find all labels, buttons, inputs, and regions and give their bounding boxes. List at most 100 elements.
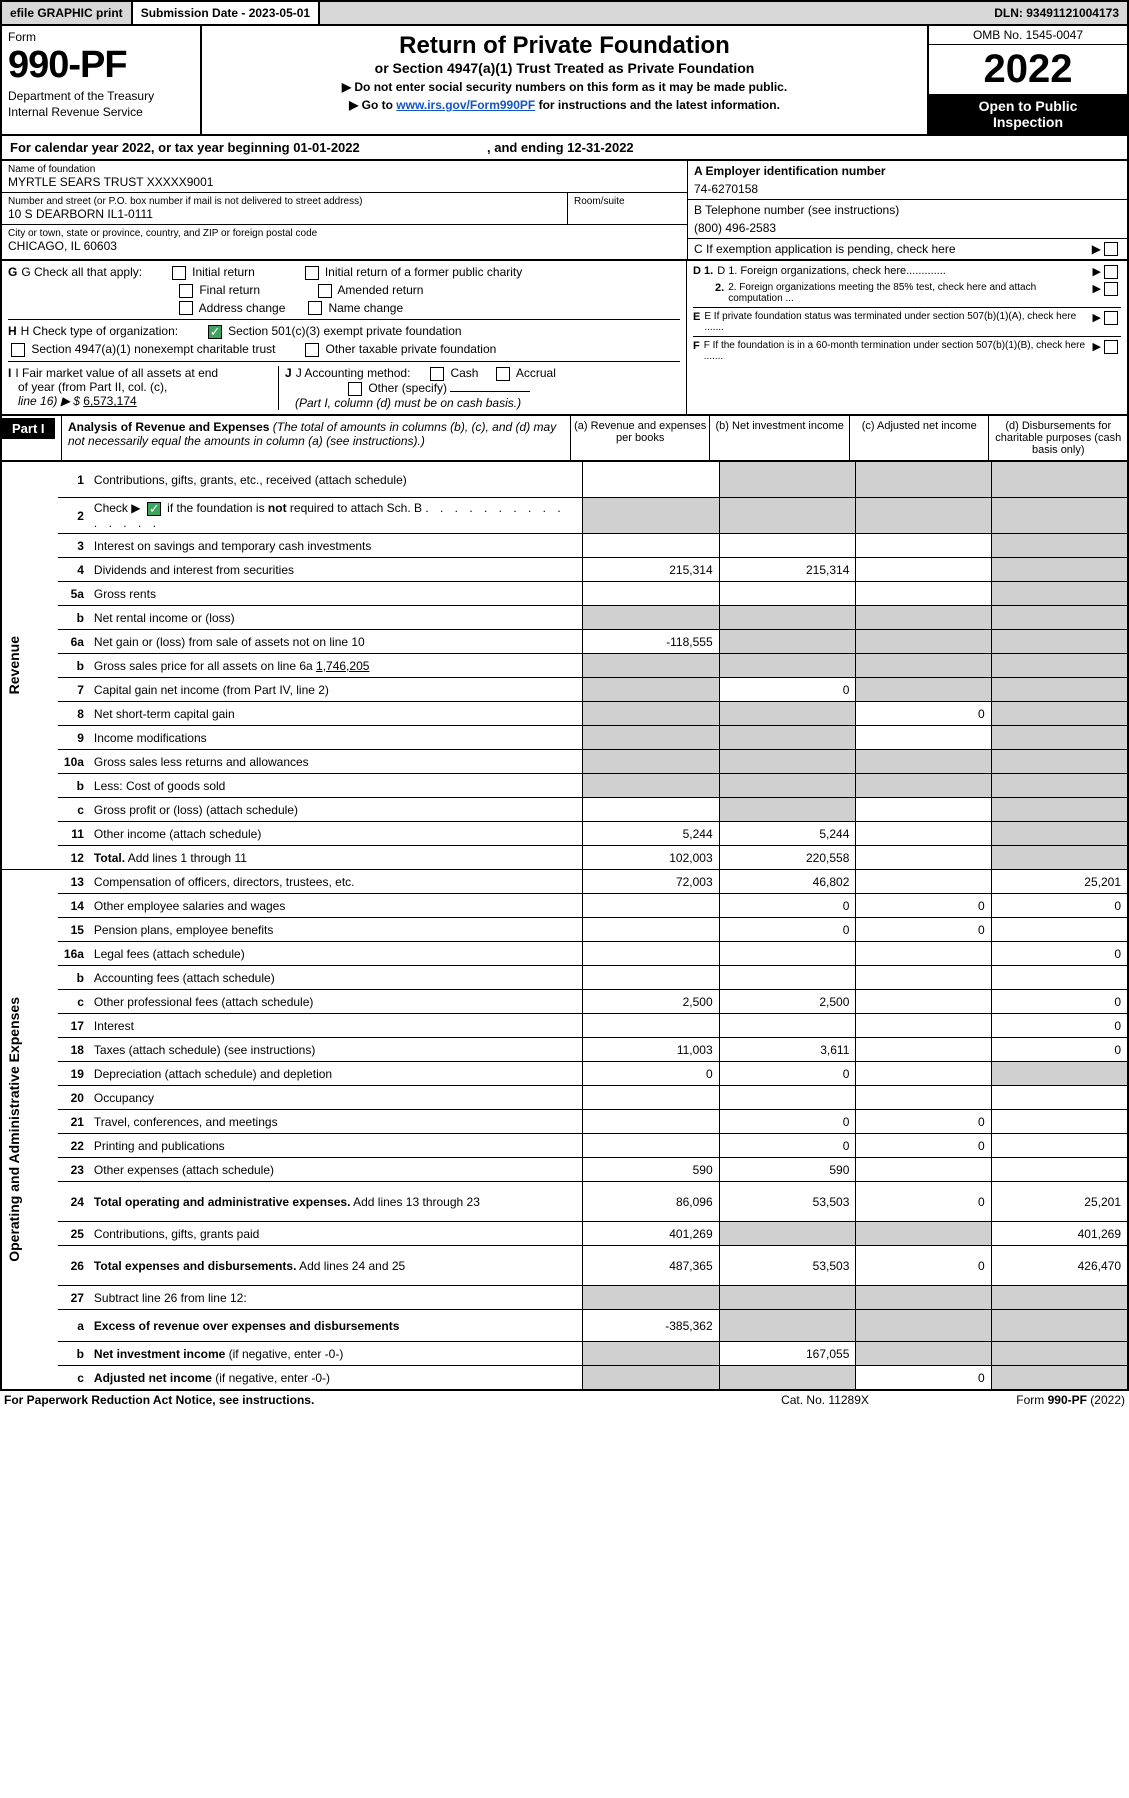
table-row: 17Interest0 <box>1 1014 1128 1038</box>
initial-former-checkbox[interactable] <box>305 266 319 280</box>
submission-date: Submission Date - 2023-05-01 <box>133 2 320 24</box>
table-row: 23Other expenses (attach schedule)590590 <box>1 1158 1128 1182</box>
line-number: b <box>58 654 90 678</box>
cat-no: Cat. No. 11289X <box>725 1393 925 1407</box>
line-description: Net investment income (if negative, ente… <box>90 1342 582 1366</box>
table-row: 4Dividends and interest from securities2… <box>1 558 1128 582</box>
table-row: Revenue1Contributions, gifts, grants, et… <box>1 462 1128 498</box>
operating-side-label: Operating and Administrative Expenses <box>6 987 22 1272</box>
table-row: 7Capital gain net income (from Part IV, … <box>1 678 1128 702</box>
h-row: HH Check type of organization: Section 5… <box>8 319 680 339</box>
line-number: 15 <box>58 918 90 942</box>
room-label: Room/suite <box>574 196 681 207</box>
table-row: 18Taxes (attach schedule) (see instructi… <box>1 1038 1128 1062</box>
table-row: bGross sales price for all assets on lin… <box>1 654 1128 678</box>
form-number: 990-PF <box>8 44 194 87</box>
irs-link[interactable]: www.irs.gov/Form990PF <box>396 98 535 112</box>
line-description: Other professional fees (attach schedule… <box>90 990 582 1014</box>
line-description: Income modifications <box>90 726 582 750</box>
line-number: 1 <box>58 462 90 498</box>
line-description: Contributions, gifts, grants paid <box>90 1222 582 1246</box>
table-row: bLess: Cost of goods sold <box>1 774 1128 798</box>
col-c-header: (c) Adjusted net income <box>849 416 989 460</box>
form-title-block: Return of Private Foundation or Section … <box>202 26 927 134</box>
line-number: 5a <box>58 582 90 606</box>
name-change-checkbox[interactable] <box>308 301 322 315</box>
other-taxable-checkbox[interactable] <box>305 343 319 357</box>
tax-year: 2022 <box>929 45 1127 94</box>
line-number: 19 <box>58 1062 90 1086</box>
schb-checkbox[interactable] <box>147 502 161 516</box>
other-method-checkbox[interactable] <box>348 382 362 396</box>
table-row: cGross profit or (loss) (attach schedule… <box>1 798 1128 822</box>
d2-checkbox[interactable] <box>1104 282 1118 296</box>
table-row: bAccounting fees (attach schedule) <box>1 966 1128 990</box>
line-description: Interest on savings and temporary cash i… <box>90 534 582 558</box>
table-row: aExcess of revenue over expenses and dis… <box>1 1310 1128 1342</box>
table-row: bNet investment income (if negative, ent… <box>1 1342 1128 1366</box>
line-number: 22 <box>58 1134 90 1158</box>
address-block: Number and street (or P.O. box number if… <box>2 193 687 225</box>
table-row: 27Subtract line 26 from line 12: <box>1 1286 1128 1310</box>
i-block: II Fair market value of all assets at en… <box>8 366 278 410</box>
efile-bar: efile GRAPHIC print Submission Date - 20… <box>0 0 1129 26</box>
line-number: 6a <box>58 630 90 654</box>
line-description: Gross sales less returns and allowances <box>90 750 582 774</box>
cash-checkbox[interactable] <box>430 367 444 381</box>
c-checkbox[interactable] <box>1104 242 1118 256</box>
inst2-post: for instructions and the latest informat… <box>535 98 780 112</box>
part1-title: Analysis of Revenue and Expenses <box>68 420 269 434</box>
501c3-checkbox[interactable] <box>208 325 222 339</box>
amended-return-checkbox[interactable] <box>318 284 332 298</box>
table-row: 2Check ▶ if the foundation is not requir… <box>1 498 1128 534</box>
year-begin: 01-01-2022 <box>293 140 360 155</box>
part1-table: Revenue1Contributions, gifts, grants, et… <box>0 462 1129 1391</box>
line-description: Net short-term capital gain <box>90 702 582 726</box>
initial-return-checkbox[interactable] <box>172 266 186 280</box>
city-block: City or town, state or province, country… <box>2 225 687 256</box>
e-checkbox[interactable] <box>1104 311 1118 325</box>
line-number: 17 <box>58 1014 90 1038</box>
col-a-header: (a) Revenue and expenses per books <box>570 416 710 460</box>
phone-value: (800) 496-2583 <box>694 217 1121 235</box>
f-row: FF If the foundation is in a 60-month te… <box>693 336 1121 362</box>
line-number: b <box>58 1342 90 1366</box>
check-options-block: GG Check all that apply: Initial return … <box>0 261 1129 416</box>
phone-block: B Telephone number (see instructions) (8… <box>688 200 1127 239</box>
table-row: 6aNet gain or (loss) from sale of assets… <box>1 630 1128 654</box>
address-change-checkbox[interactable] <box>179 301 193 315</box>
line-number: b <box>58 774 90 798</box>
line-number: 3 <box>58 534 90 558</box>
line-number: 14 <box>58 894 90 918</box>
line-description: Net gain or (loss) from sale of assets n… <box>90 630 582 654</box>
line-number: b <box>58 606 90 630</box>
table-row: 22Printing and publications00 <box>1 1134 1128 1158</box>
table-row: bNet rental income or (loss) <box>1 606 1128 630</box>
table-row: 9Income modifications <box>1 726 1128 750</box>
line-description: Net rental income or (loss) <box>90 606 582 630</box>
final-return-checkbox[interactable] <box>179 284 193 298</box>
omb-number: OMB No. 1545-0047 <box>929 26 1127 45</box>
table-row: 24Total operating and administrative exp… <box>1 1182 1128 1222</box>
dept-treasury: Department of the Treasury <box>8 89 194 103</box>
line-number: 7 <box>58 678 90 702</box>
j-block: JJ Accounting method: Cash Accrual Other… <box>278 366 680 410</box>
public-inspection: Open to Public Inspection <box>929 94 1127 134</box>
line-description: Excess of revenue over expenses and disb… <box>90 1310 582 1342</box>
inst2-pre: ▶ Go to <box>349 98 396 112</box>
efile-print-label: efile GRAPHIC print <box>2 2 133 24</box>
table-row: 26Total expenses and disbursements. Add … <box>1 1246 1128 1286</box>
page-footer: For Paperwork Reduction Act Notice, see … <box>0 1391 1129 1409</box>
line-number: 4 <box>58 558 90 582</box>
line-number: a <box>58 1310 90 1342</box>
line-number: 12 <box>58 846 90 870</box>
4947-checkbox[interactable] <box>11 343 25 357</box>
table-row: 19Depreciation (attach schedule) and dep… <box>1 1062 1128 1086</box>
d1-checkbox[interactable] <box>1104 265 1118 279</box>
f-checkbox[interactable] <box>1104 340 1118 354</box>
ein-value: 74-6270158 <box>694 178 1121 196</box>
line-description: Printing and publications <box>90 1134 582 1158</box>
line-description: Contributions, gifts, grants, etc., rece… <box>90 462 582 498</box>
table-row: 5aGross rents <box>1 582 1128 606</box>
accrual-checkbox[interactable] <box>496 367 510 381</box>
